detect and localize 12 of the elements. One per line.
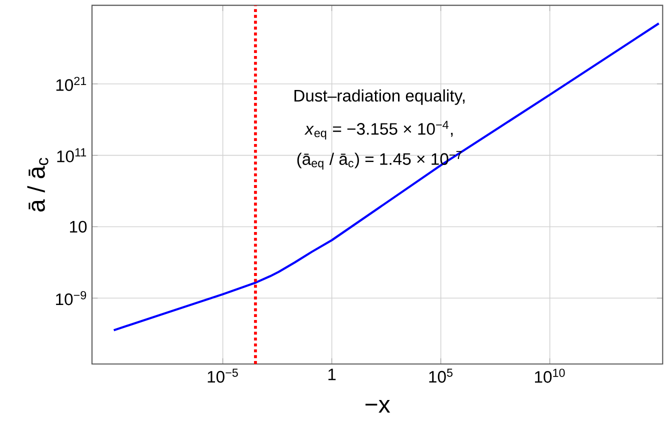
y-tick-label: 10$^{21}$: [56, 76, 86, 91]
x-tick-label: 10$^{−5}$: [208, 368, 238, 383]
x-tick-label: 1: [328, 368, 336, 380]
y-axis-title: ā / ā$_{c}$: [27, 158, 48, 212]
annotation: Dust–radiation equality,: [294, 89, 465, 105]
x-axis-title: −x: [366, 400, 390, 413]
y-tick-label: 10$^{−9}$: [56, 291, 86, 306]
y-tick-label: 10: [70, 220, 87, 233]
x-tick-label: 10$^{5}$: [429, 368, 453, 383]
annotation: x$_{eq}$ = −3.155 × 10$^{−4}$,: [304, 120, 453, 140]
x-tick-label: 10$^{10}$: [535, 368, 565, 383]
y-tick-label: 10$^{11}$: [57, 148, 86, 162]
